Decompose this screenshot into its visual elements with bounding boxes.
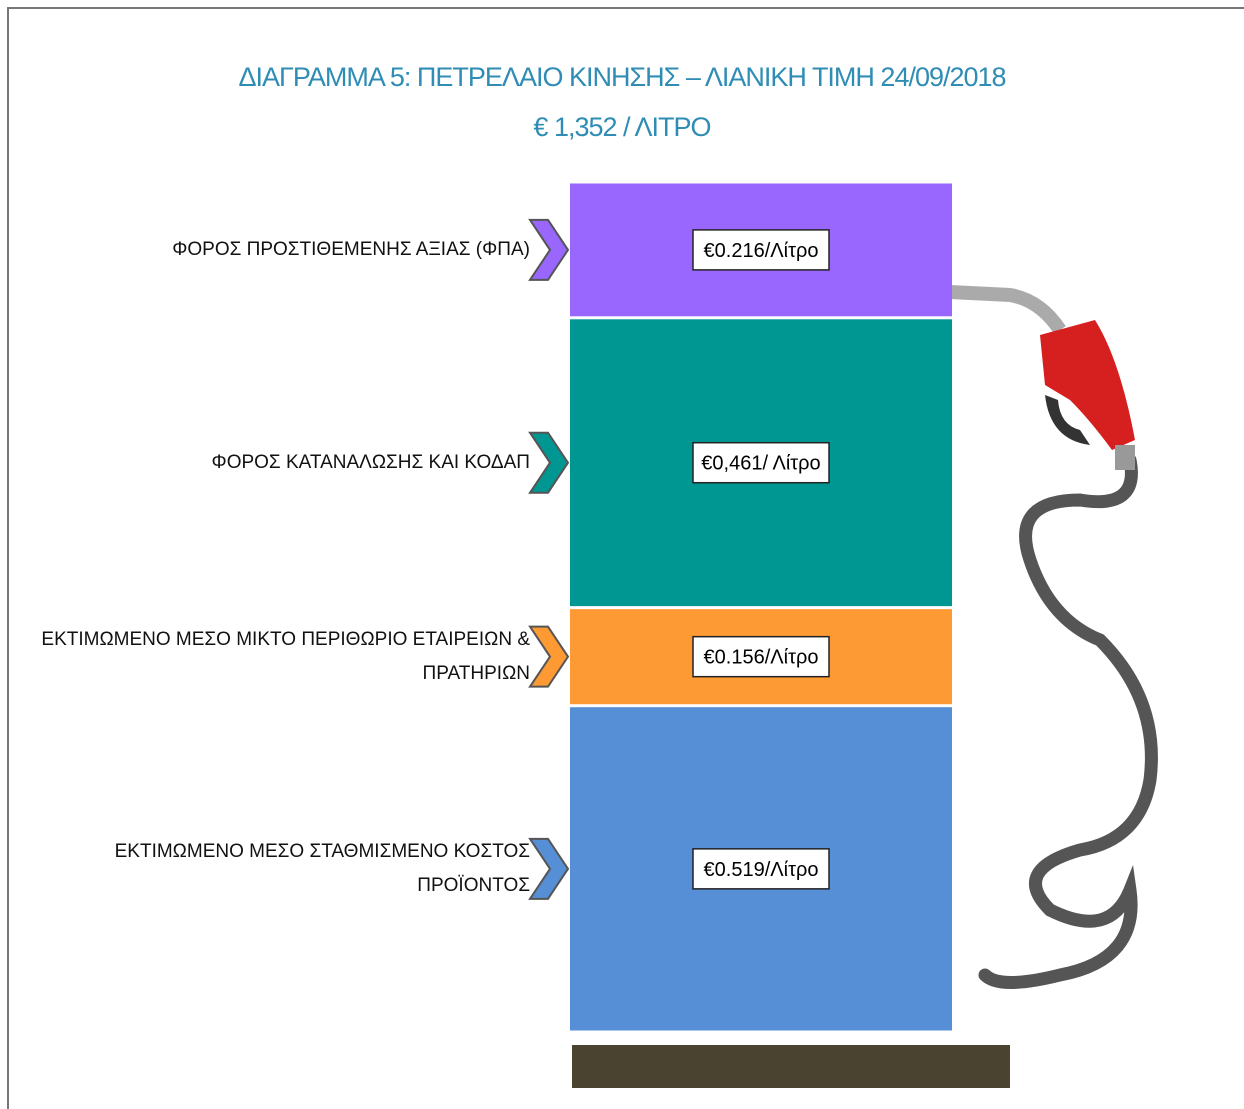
value-label: €0.216/Λίτρο: [704, 240, 819, 262]
series-name: ΕΚΤΙΜΩΜΕΝΟ ΜΕΣΟ ΣΤΑΘΜΙΣΜΕΝΟ ΚΟΣΤΟΣ ΠΡΟΪΟ…: [114, 840, 530, 896]
base: [572, 1045, 1010, 1088]
value-label-box: [692, 441, 830, 484]
chevron: [528, 218, 570, 281]
chart-subtitle: € 1,352 / ΛΙΤΡΟ: [533, 112, 711, 142]
series-name: ΦΟΡΟΣ ΠΡΟΣΤΙΘΕΜΕΝΗΣ ΑΞΙΑΣ (ΦΠΑ): [172, 238, 530, 260]
chevron: [528, 837, 570, 900]
fuel-nozzle: [949, 285, 1158, 989]
value-label-box: [692, 848, 830, 890]
value-label-box: [692, 229, 830, 271]
chart-title: ΔΙΑΓΡΑΜΜΑ 5: ΠΕΤΡΕΛΑΙΟ ΚΙΝΗΣΗΣ – ΛΙΑΝΙΚΗ…: [238, 62, 1006, 92]
value-label: €0.156/Λίτρο: [704, 647, 819, 669]
value-label: €0,461/ Λίτρο: [701, 453, 820, 475]
series-name: ΕΚΤΙΜΩΜΕΝΟ ΜΕΣΟ ΜΙΚΤΟ ΠΕΡΙΘΩΡΙΟ ΕΤΑΙΡΕΙΩ…: [41, 628, 530, 684]
value-label-box: [692, 635, 830, 678]
series-name: ΦΟΡΟΣ ΚΑΤΑΝΑΛΩΣΗΣ ΚΑΙ ΚΟΔΑΠ: [211, 451, 530, 473]
chevron: [528, 625, 570, 688]
value-label: €0.519/Λίτρο: [704, 859, 819, 881]
frame: [7, 7, 1244, 1109]
chevron: [528, 431, 570, 494]
